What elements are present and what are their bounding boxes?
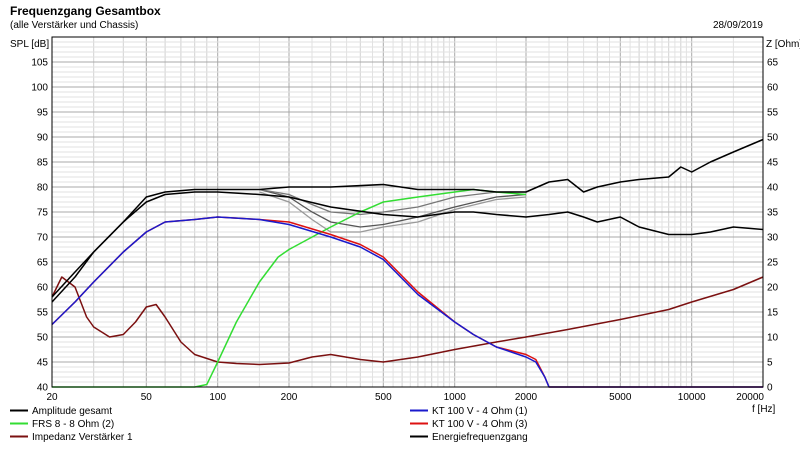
x-tick-label: 200: [281, 392, 298, 403]
y-tick-label: 65: [37, 258, 49, 269]
y-tick-label: 95: [37, 108, 49, 119]
series-line-3: [51, 276, 764, 366]
legend-entry: Energiefrequenzgang: [432, 432, 528, 443]
grid: [52, 37, 763, 387]
x-tick-label: 5000: [609, 392, 632, 403]
curves: [51, 138, 764, 388]
x-tick-label: 20000: [736, 392, 764, 403]
legend-entry: Amplitude gesamt: [32, 406, 112, 417]
y2-tick-label: 30: [767, 233, 779, 244]
y-tick-labels: 40 45 50 55 60 65 70 75 80 85 90 95 100 105: [31, 58, 48, 394]
y2-tick-label: 0: [767, 383, 773, 394]
y-tick-label: 80: [37, 183, 49, 194]
x-tick-label: 1000: [444, 392, 467, 403]
x-axis-label: f [Hz]: [752, 404, 776, 415]
chart-subtitle: (alle Verstärker und Chassis): [10, 20, 138, 31]
plot-frame: [51, 36, 764, 388]
x-tick-label: 500: [375, 392, 392, 403]
y2-tick-label: 50: [767, 133, 779, 144]
y-tick-label: 105: [31, 58, 48, 69]
legend-entry: KT 100 V - 4 Ohm (1): [432, 406, 527, 417]
chart-title: Frequenzgang Gesamtbox: [10, 4, 161, 18]
legend: Amplitude gesamt FRS 8 - 8 Ohm (2) Impedan…: [10, 406, 528, 443]
y2-tick-label: 60: [767, 83, 779, 94]
secondary-response-curve: [259, 191, 527, 233]
y2-tick-label: 45: [767, 158, 779, 169]
legend-entry: Impedanz Verstärker 1: [32, 432, 133, 443]
series-line-6: [51, 138, 764, 303]
y2-tick-label: 5: [767, 358, 773, 369]
y-tick-label: 40: [37, 383, 49, 394]
y2-tick-label: 55: [767, 108, 779, 119]
y-tick-label: 55: [37, 308, 49, 319]
y-tick-label: 75: [37, 208, 49, 219]
y-axis-label: SPL [dB]: [10, 39, 49, 50]
y2-tick-label: 10: [767, 333, 779, 344]
x-tick-label: 20: [46, 392, 58, 403]
y-tick-label: 90: [37, 133, 49, 144]
y-tick-label: 50: [37, 333, 49, 344]
x-tick-label: 2000: [515, 392, 538, 403]
y2-tick-labels: 0 5 10 15 20 25 30 35 40 45 50 55 60 65: [767, 58, 779, 394]
y2-tick-label: 20: [767, 283, 779, 294]
y2-axis-label: Z [Ohm]: [766, 39, 800, 50]
y2-tick-label: 65: [767, 58, 779, 69]
legend-entry: FRS 8 - 8 Ohm (2): [32, 419, 114, 430]
y-tick-label: 45: [37, 358, 49, 369]
chart-date: 28/09/2019: [713, 20, 763, 31]
y-tick-label: 60: [37, 283, 49, 294]
series-line-4: [51, 216, 763, 388]
y-tick-label: 85: [37, 158, 49, 169]
y2-tick-label: 35: [767, 208, 779, 219]
series-line-1: [51, 191, 764, 298]
series-line-2: [52, 188, 527, 388]
x-tick-label: 10000: [678, 392, 706, 403]
y-tick-label: 100: [31, 83, 48, 94]
y-tick-label: 70: [37, 233, 49, 244]
legend-entry: KT 100 V - 4 Ohm (3): [432, 419, 527, 430]
x-tick-label: 50: [141, 392, 153, 403]
y2-tick-label: 15: [767, 308, 779, 319]
secondary-response-curve: [259, 188, 527, 228]
x-tick-label: 100: [209, 392, 226, 403]
y2-tick-label: 40: [767, 183, 779, 194]
x-tick-labels: 20 50 100 200 500 1000 2000 5000 10000 20000: [46, 392, 764, 403]
y2-tick-label: 25: [767, 258, 779, 269]
